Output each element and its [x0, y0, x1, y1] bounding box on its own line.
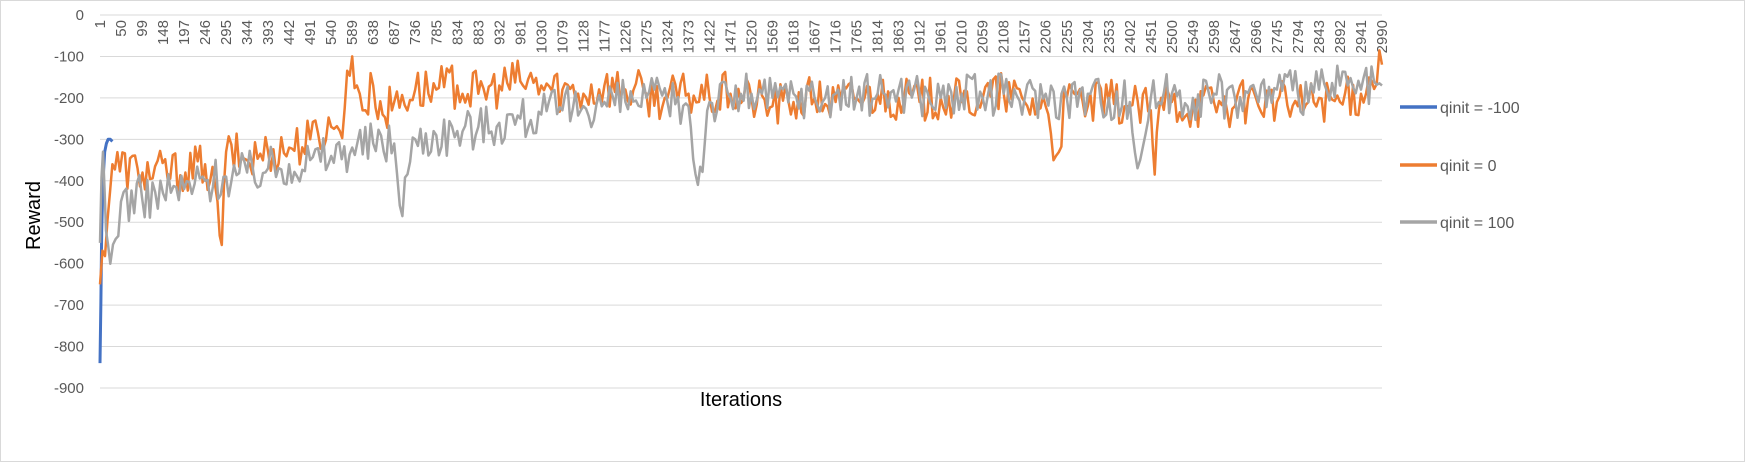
x-tick-label: 1618 — [786, 20, 803, 53]
y-tick-label: 0 — [76, 7, 84, 24]
x-tick-label: 638 — [365, 20, 382, 45]
x-tick-label: 1 — [92, 20, 109, 28]
x-tick-label: 1716 — [828, 20, 845, 53]
y-tick-label: -900 — [54, 380, 84, 397]
x-tick-label: 1814 — [870, 20, 887, 53]
series-line-2 — [98, 49, 1384, 285]
x-tick-label: 2794 — [1290, 20, 1307, 53]
x-tick-label: 2451 — [1143, 20, 1160, 53]
x-tick-label: 540 — [323, 20, 340, 45]
x-tick-label: 2010 — [954, 20, 971, 53]
x-tick-label: 2745 — [1269, 20, 1286, 53]
series-lines — [98, 49, 1384, 364]
x-tick-label: 1128 — [575, 20, 592, 52]
gridlines — [100, 55, 1382, 389]
x-tick-label: 981 — [512, 20, 529, 45]
x-tick-label: 2304 — [1080, 20, 1097, 53]
x-tick-label: 1079 — [554, 20, 571, 53]
x-tick-label: 2696 — [1248, 20, 1265, 53]
x-axis-tick-labels: 1 50 99 148 197 246 295 344 393 442 491 540 589 638 68… — [92, 20, 1391, 53]
x-tick-label: 1569 — [765, 20, 782, 53]
y-tick-label: -800 — [54, 339, 84, 356]
legend-label: qinit = -100 — [1440, 100, 1520, 117]
x-tick-label: 1520 — [744, 20, 761, 53]
x-tick-label: 1765 — [849, 20, 866, 53]
x-tick-label: 148 — [155, 20, 172, 45]
x-tick-label: 246 — [197, 20, 214, 45]
x-tick-label: 1373 — [680, 20, 697, 53]
y-tick-label: -100 — [54, 48, 84, 65]
x-tick-label: 932 — [491, 20, 508, 45]
x-tick-label: 2941 — [1353, 20, 1370, 53]
x-tick-label: 2108 — [996, 20, 1013, 53]
x-tick-label: 491 — [302, 20, 319, 45]
x-tick-label: 1177 — [596, 20, 613, 52]
x-tick-label: 1324 — [659, 20, 676, 53]
y-tick-label: -700 — [54, 297, 84, 314]
y-axis-tick-labels: 0 -100 -200 -300 -400 -500 -600 -700 -800 -900 — [54, 7, 84, 397]
x-tick-label: 2255 — [1059, 20, 1076, 53]
x-tick-label: 2549 — [1185, 20, 1202, 53]
x-tick-label: 295 — [218, 20, 235, 45]
x-tick-label: 197 — [176, 20, 193, 45]
y-tick-label: -600 — [54, 256, 84, 273]
x-tick-label: 2990 — [1374, 20, 1391, 53]
x-tick-label: 1961 — [933, 20, 950, 53]
x-tick-label: 442 — [281, 20, 298, 45]
x-tick-label: 1912 — [912, 20, 929, 53]
y-tick-label: -300 — [54, 131, 84, 148]
x-tick-label: 2500 — [1164, 20, 1181, 53]
legend-label: qinit = 100 — [1440, 215, 1514, 232]
x-tick-label: 1863 — [891, 20, 908, 53]
x-tick-label: 1226 — [617, 20, 634, 53]
x-tick-label: 344 — [239, 20, 256, 45]
series-line-3 — [98, 64, 1383, 265]
x-tick-label: 1422 — [701, 20, 718, 53]
x-tick-label: 883 — [470, 20, 487, 45]
x-tick-label: 1030 — [533, 20, 550, 53]
x-tick-label: 2892 — [1332, 20, 1349, 53]
x-tick-label: 1667 — [807, 20, 824, 53]
y-axis-title: Reward — [23, 181, 45, 250]
x-tick-label: 589 — [344, 20, 361, 45]
y-tick-label: -200 — [54, 90, 84, 107]
x-tick-label: 736 — [407, 20, 424, 45]
x-tick-label: 99 — [134, 20, 151, 37]
x-tick-label: 393 — [260, 20, 277, 45]
x-tick-label: 2059 — [975, 20, 992, 53]
x-tick-label: 687 — [386, 20, 403, 45]
x-tick-label: 2353 — [1101, 20, 1118, 53]
legend-label: qinit = 0 — [1440, 158, 1497, 175]
x-tick-label: 785 — [428, 20, 445, 45]
x-tick-label: 1275 — [638, 20, 655, 53]
x-axis-title: Iterations — [700, 389, 782, 411]
x-tick-label: 2206 — [1038, 20, 1055, 53]
y-tick-label: -400 — [54, 173, 84, 190]
x-tick-label: 2157 — [1017, 20, 1034, 53]
y-tick-label: -500 — [54, 214, 84, 231]
x-tick-label: 50 — [113, 20, 130, 37]
x-tick-label: 834 — [449, 20, 466, 45]
x-tick-label: 2598 — [1206, 20, 1223, 53]
x-tick-label: 2843 — [1311, 20, 1328, 53]
legend: qinit = -100 qinit = 0 qinit = 100 — [1400, 100, 1520, 232]
x-tick-label: 2402 — [1122, 20, 1139, 53]
x-tick-label: 2647 — [1227, 20, 1244, 53]
x-tick-label: 1471 — [722, 20, 739, 53]
